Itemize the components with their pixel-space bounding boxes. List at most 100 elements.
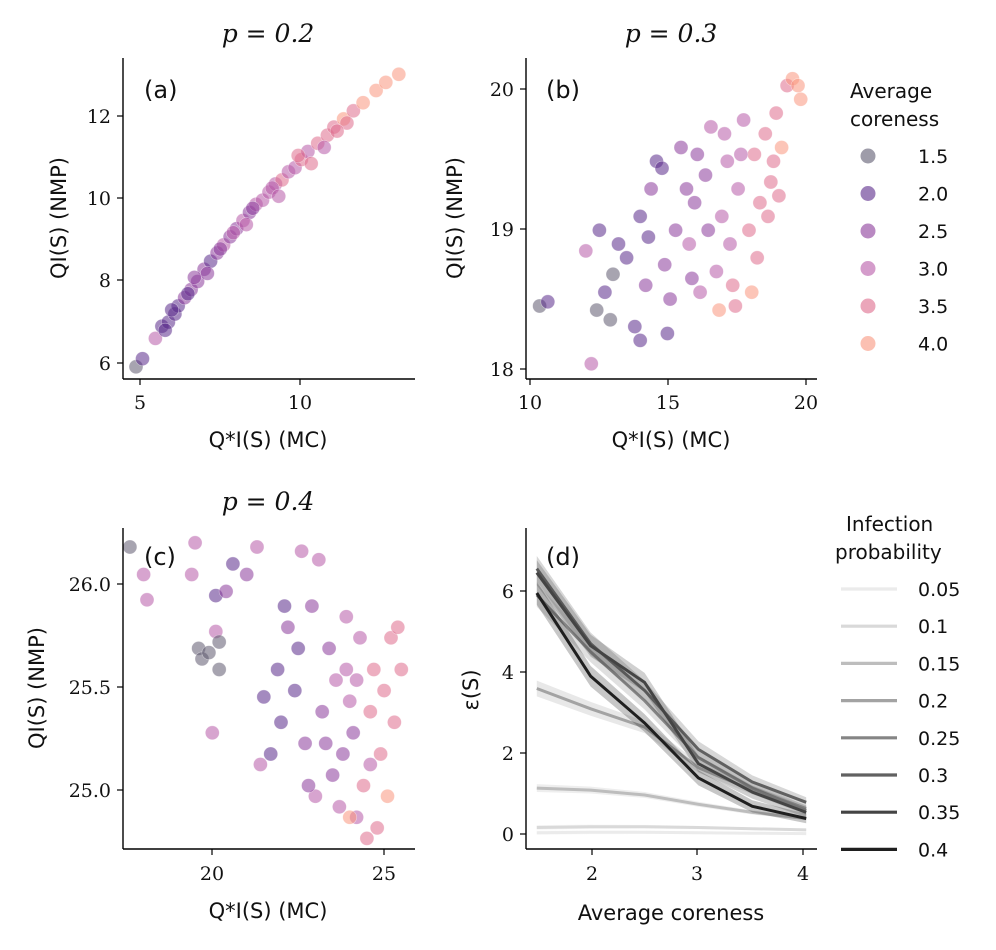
- scatter-point: [187, 535, 203, 551]
- panel-b: p = 0.3 10 15 20 18 19 20 (b) Q*I(S) (MC…: [443, 19, 818, 452]
- y-tick-label: 2: [502, 743, 514, 765]
- scatter-point: [681, 236, 697, 252]
- scatter-point: [589, 302, 605, 318]
- scatter-point: [540, 294, 556, 310]
- scatter-point: [719, 154, 735, 169]
- y-tick-label: 8: [99, 270, 111, 292]
- scatter-point: [342, 809, 358, 825]
- panel-d-y-ticks: 0 2 4 6: [502, 581, 526, 846]
- scatter-point: [338, 662, 354, 677]
- scatter-point: [744, 284, 760, 300]
- legend-coreness-title-line1: Average: [850, 79, 932, 103]
- scatter-point: [766, 154, 781, 169]
- scatter-point: [684, 271, 700, 286]
- panel-d-x-ticks: 2 3 4: [586, 849, 809, 885]
- legend-label: 0.1: [918, 616, 948, 638]
- legend-coreness-items: 1.5 2.0 2.5 3.0 3.5 4.0: [860, 146, 948, 356]
- scatter-point: [277, 598, 292, 614]
- scatter-point: [205, 725, 220, 741]
- legend-marker: [860, 298, 876, 314]
- scatter-point: [345, 725, 361, 741]
- scatter-point: [387, 714, 402, 730]
- scatter-point: [368, 83, 384, 98]
- scatter-point: [314, 704, 330, 720]
- scatter-point: [728, 298, 743, 314]
- scatter-point: [329, 123, 345, 139]
- x-tick-label: 25: [372, 863, 396, 885]
- legend-label: 0.35: [918, 802, 960, 824]
- panel-c-y-label: QI(S) (NMP): [25, 627, 49, 749]
- scatter-point: [332, 799, 347, 815]
- x-tick-label: 2: [586, 863, 598, 885]
- scatter-point: [627, 319, 643, 334]
- y-tick-label: 25.5: [69, 677, 111, 699]
- scatter-point: [390, 619, 406, 635]
- x-tick-label: 4: [797, 863, 809, 885]
- scatter-point: [391, 67, 407, 82]
- scatter-point: [335, 746, 351, 762]
- scatter-point: [359, 831, 375, 846]
- scatter-point: [211, 634, 227, 650]
- scatter-point: [771, 188, 787, 204]
- scatter-point: [369, 820, 385, 836]
- scatter-point: [602, 312, 618, 328]
- legend-marker: [860, 336, 876, 351]
- scatter-point: [270, 662, 285, 677]
- scatter-point: [366, 662, 382, 677]
- legend-coreness-title-line2: coreness: [850, 107, 939, 131]
- scatter-point: [211, 662, 227, 677]
- panel-b-x-ticks: 10 15 20: [518, 379, 818, 414]
- scatter-point: [733, 147, 749, 162]
- scatter-point: [338, 609, 354, 625]
- scatter-point: [632, 333, 648, 348]
- scatter-point: [668, 222, 683, 238]
- scatter-point: [638, 277, 654, 293]
- panel-a-letter: (a): [144, 76, 177, 104]
- scatter-point: [768, 105, 784, 121]
- scatter-point: [362, 757, 378, 772]
- scatter-point: [578, 243, 594, 259]
- scatter-point: [378, 75, 394, 90]
- series-line: [536, 830, 807, 836]
- scatter-point: [711, 302, 727, 318]
- scatter-point: [239, 217, 254, 232]
- scatter-point: [271, 188, 287, 204]
- scatter-point: [790, 78, 806, 93]
- series-ci-band: [536, 560, 807, 818]
- scatter-point: [793, 92, 809, 107]
- scatter-point: [325, 767, 340, 783]
- scatter-point: [148, 331, 163, 346]
- x-tick-label: 15: [656, 392, 680, 414]
- panel-c-plot: [122, 535, 409, 846]
- scatter-point: [730, 181, 746, 197]
- panel-a-x-ticks: 5 10: [134, 379, 312, 414]
- scatter-point: [722, 236, 738, 252]
- legend-label: 2.0: [918, 184, 948, 206]
- scatter-point: [290, 641, 306, 656]
- y-tick-label: 12: [87, 106, 111, 128]
- series-line: [536, 825, 807, 832]
- legend-label: 0.25: [918, 728, 960, 750]
- series-line: [535, 593, 807, 812]
- scatter-point: [709, 264, 724, 279]
- panel-c-title: p = 0.4: [222, 487, 315, 516]
- legend-label: 3.0: [918, 259, 948, 281]
- y-tick-label: 0: [502, 824, 514, 846]
- scatter-point: [349, 672, 364, 688]
- series-line: [536, 786, 807, 820]
- panel-c-y-ticks: 25.0 25.5 26.0: [69, 574, 123, 802]
- scatter-point: [736, 112, 751, 128]
- scatter-point: [760, 209, 776, 224]
- scatter-point: [339, 115, 355, 131]
- scatter-point: [592, 222, 607, 238]
- panel-c-letter: (c): [144, 543, 176, 571]
- scatter-point: [687, 195, 702, 210]
- scatter-point: [239, 567, 254, 582]
- scatter-point: [157, 322, 173, 338]
- panel-b-y-ticks: 18 19 20: [490, 79, 526, 381]
- x-tick-label: 20: [200, 863, 224, 885]
- series-line: [535, 571, 807, 814]
- scatter-point: [657, 257, 673, 273]
- x-tick-label: 10: [518, 392, 542, 414]
